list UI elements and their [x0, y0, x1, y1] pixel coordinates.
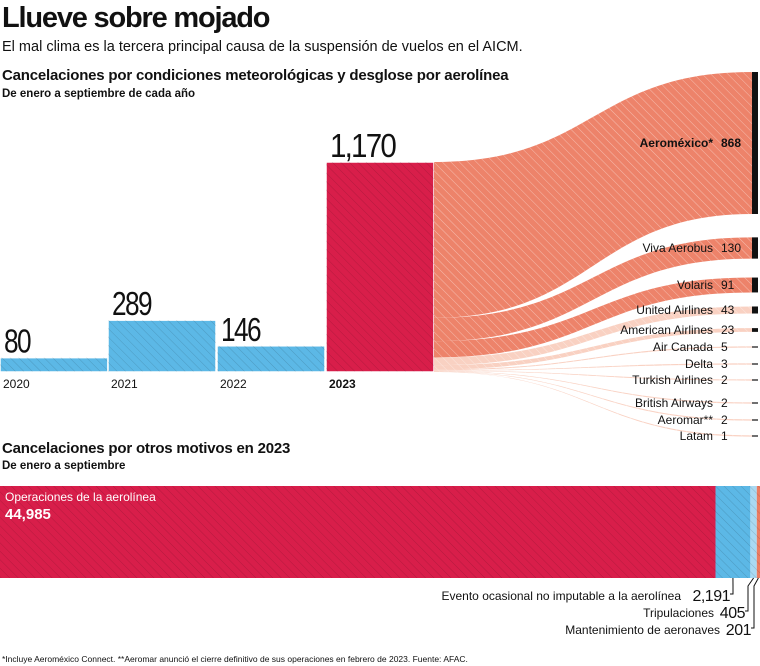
airline-value: 2 — [721, 413, 728, 427]
airline-value: 43 — [721, 303, 735, 317]
section1-subtitle: De enero a septiembre de cada año — [2, 88, 196, 100]
airline-flow-hatch — [434, 371, 752, 437]
year-bar-hatch — [108, 320, 216, 372]
airline-name: Aeroméxico* — [640, 136, 714, 150]
year-value-label: 1,170 — [330, 127, 396, 164]
airline-name: Turkish Airlines — [632, 373, 713, 387]
airline-bar — [752, 379, 758, 381]
cause-segment-hatch — [0, 486, 716, 578]
airline-bar — [752, 435, 758, 437]
year-value-label: 80 — [4, 323, 31, 360]
cause-segment-hatch — [750, 486, 757, 578]
airline-value: 2 — [721, 396, 728, 410]
airline-value: 91 — [721, 278, 735, 292]
year-value-label: 146 — [221, 311, 261, 348]
airline-flow-hatch — [434, 370, 752, 381]
cause-name: Operaciones de la aerolínea — [5, 490, 156, 504]
page-subtitle: El mal clima es la tercera principal cau… — [2, 39, 523, 55]
cause-value: 2,191 — [692, 588, 730, 605]
cause-value: 201 — [726, 622, 752, 639]
airline-bar — [752, 346, 758, 348]
year-axis-label: 2022 — [220, 377, 247, 391]
airline-name: United Airlines — [636, 303, 713, 317]
section2-subtitle: De enero a septiembre — [2, 460, 126, 472]
year-axis-label: 2023 — [329, 377, 356, 391]
cause-name: Evento ocasional no imputable a la aerol… — [442, 589, 682, 603]
airline-bar — [752, 237, 758, 259]
airline-value: 868 — [721, 136, 741, 150]
airline-flow-hatch — [434, 363, 752, 371]
airline-name: Volaris — [677, 278, 713, 292]
airline-flow-hatch — [434, 328, 752, 370]
year-bar-hatch — [0, 357, 108, 372]
footer-note: *Incluye Aeroméxico Connect. **Aeromar a… — [2, 654, 468, 664]
cause-leader-line — [751, 577, 759, 629]
airline-name: Latam — [680, 429, 713, 443]
airline-bar — [752, 72, 758, 214]
airline-bar — [752, 328, 758, 332]
airline-name: British Airways — [635, 396, 713, 410]
year-axis-label: 2021 — [111, 377, 138, 391]
airline-flow-hatch — [434, 346, 752, 371]
airline-flow-hatch — [434, 306, 752, 366]
cause-leader-line — [745, 577, 754, 612]
airline-flow-hatch — [434, 371, 752, 421]
airline-flow-hatch — [434, 72, 752, 318]
cause-leader-line — [730, 577, 734, 595]
cause-segment-hatch — [756, 486, 760, 578]
airline-bar — [752, 419, 758, 421]
airline-bar — [752, 363, 758, 365]
airline-value: 23 — [721, 323, 735, 337]
airline-bar — [752, 277, 758, 293]
year-value-label: 289 — [112, 285, 152, 322]
airline-name: Aeromar** — [658, 413, 714, 427]
airline-name: Viva Aerobus — [643, 241, 714, 255]
section2-title: Cancelaciones por otros motivos en 2023 — [2, 440, 291, 457]
year-axis-label: 2020 — [3, 377, 30, 391]
cause-segment-hatch — [715, 486, 751, 578]
airline-value: 1 — [721, 429, 728, 443]
airline-name: Air Canada — [653, 340, 713, 354]
airline-flow-hatch — [434, 277, 752, 358]
page-title: Llueve sobre mojado — [2, 2, 270, 34]
year-bar-hatch — [326, 162, 434, 372]
section1-title: Cancelaciones por condiciones meteorológ… — [2, 67, 509, 84]
airline-bar — [752, 306, 758, 314]
cause-name: Mantenimiento de aeronaves — [565, 623, 720, 637]
airline-flow-hatch — [434, 371, 752, 404]
cause-name: Tripulaciones — [643, 606, 714, 620]
airline-name: American Airlines — [620, 323, 713, 337]
airline-value: 130 — [721, 241, 741, 255]
airline-value: 3 — [721, 357, 728, 371]
airline-flow-hatch — [434, 237, 752, 342]
airline-bar — [752, 402, 758, 404]
airline-value: 2 — [721, 373, 728, 387]
airline-value: 5 — [721, 340, 728, 354]
year-bar-hatch — [217, 345, 325, 372]
cause-value: 44,985 — [5, 506, 51, 523]
cause-value: 405 — [720, 605, 746, 622]
airline-name: Delta — [685, 357, 713, 371]
